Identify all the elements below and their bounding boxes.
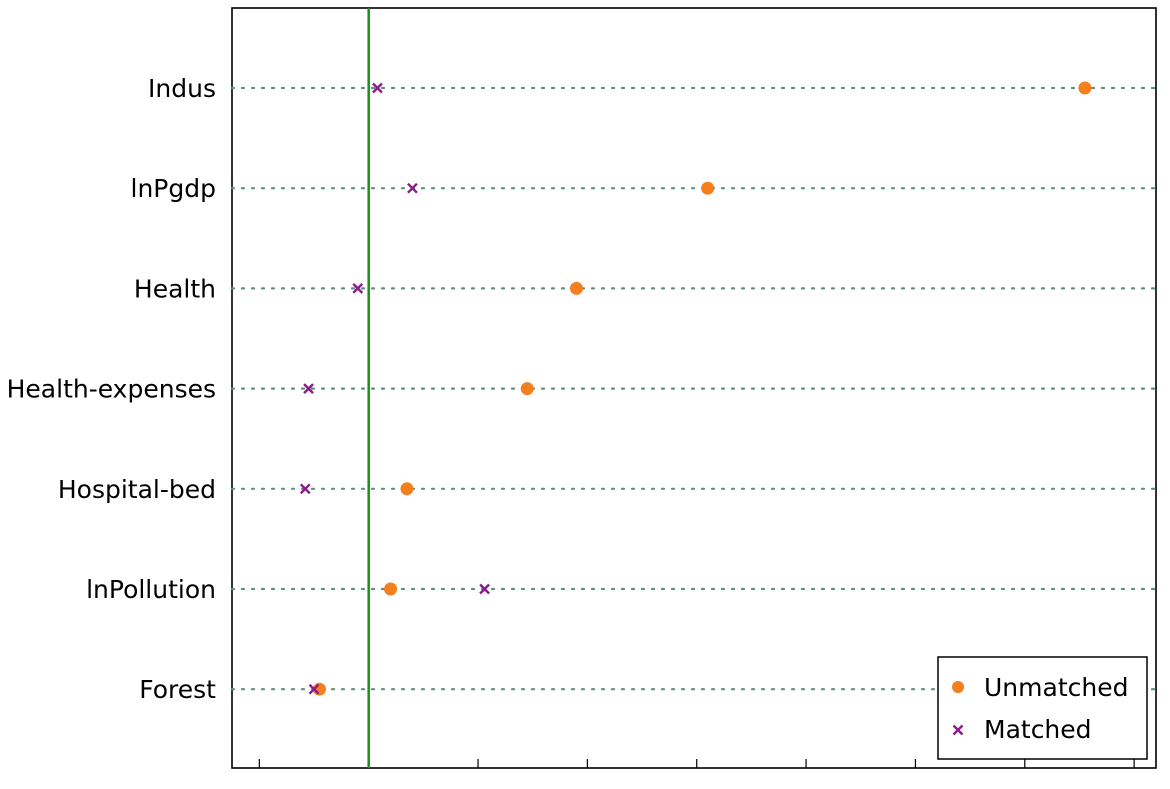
category-label: Health-expenses [7, 375, 216, 404]
unmatched-point [384, 582, 398, 596]
matched-point [308, 683, 320, 695]
category-label: Health [134, 274, 216, 303]
unmatched-point [520, 382, 534, 396]
legend-unmatched-marker [952, 681, 964, 693]
matched-point [303, 383, 314, 394]
legend-box [937, 656, 1148, 760]
category-label: Forest [139, 675, 216, 704]
grid-lines [230, 86, 1158, 691]
category-labels: Indus lnPgdp Health Health-expenses Hospital… [7, 74, 217, 704]
category-label: lnPgdp [131, 174, 216, 203]
matched-point [407, 182, 418, 194]
legend: Unmatched Matched [937, 656, 1148, 760]
legend-matched-label: Matched [984, 715, 1092, 744]
matched-point [299, 483, 311, 495]
legend-matched-x [952, 724, 964, 736]
matched-point [372, 82, 383, 94]
unmatched-markers [312, 81, 1092, 696]
matched-point [479, 583, 490, 595]
x-axis-ticks [258, 759, 1135, 768]
legend-unmatched-label: Unmatched [984, 673, 1128, 702]
legend-matched-marker [952, 724, 964, 736]
unmatched-point [701, 181, 715, 195]
category-label: lnPollution [86, 575, 216, 604]
category-label: Hospital-bed [58, 475, 216, 504]
matched-point [352, 283, 364, 294]
unmatched-point [400, 482, 414, 496]
category-label: Indus [148, 74, 216, 103]
unmatched-point [569, 281, 583, 295]
unmatched-point [1078, 81, 1092, 95]
matched-markers [299, 82, 490, 695]
